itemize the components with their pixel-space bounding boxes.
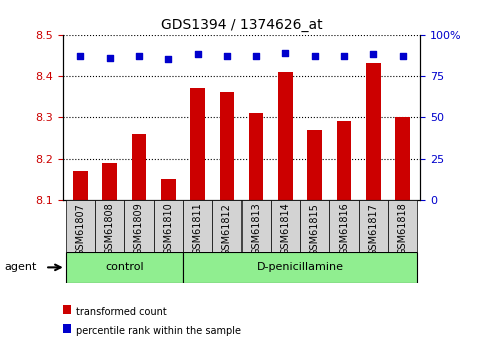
Bar bbox=[66, 200, 95, 252]
Point bbox=[76, 53, 84, 59]
Title: GDS1394 / 1374626_at: GDS1394 / 1374626_at bbox=[161, 18, 322, 32]
Text: GSM61808: GSM61808 bbox=[105, 203, 114, 255]
Point bbox=[135, 53, 143, 59]
Text: percentile rank within the sample: percentile rank within the sample bbox=[76, 326, 242, 336]
Point bbox=[106, 55, 114, 60]
Bar bbox=[329, 200, 359, 252]
Text: GSM61813: GSM61813 bbox=[251, 203, 261, 255]
Bar bbox=[307, 130, 322, 200]
Point bbox=[399, 53, 407, 59]
Bar bbox=[271, 200, 300, 252]
Bar bbox=[124, 200, 154, 252]
Point bbox=[369, 52, 377, 57]
Text: GSM61809: GSM61809 bbox=[134, 203, 144, 255]
Bar bbox=[161, 179, 176, 200]
Text: GSM61814: GSM61814 bbox=[281, 203, 290, 255]
Bar bbox=[66, 252, 183, 283]
Bar bbox=[183, 200, 212, 252]
Text: D-penicillamine: D-penicillamine bbox=[256, 263, 343, 272]
Text: GSM61812: GSM61812 bbox=[222, 203, 232, 256]
Bar bbox=[73, 171, 88, 200]
Bar bbox=[102, 163, 117, 200]
Point bbox=[223, 53, 231, 59]
Bar bbox=[388, 200, 417, 252]
Bar bbox=[220, 92, 234, 200]
Bar bbox=[154, 200, 183, 252]
Bar bbox=[190, 88, 205, 200]
Text: control: control bbox=[105, 263, 143, 272]
Point bbox=[282, 50, 289, 56]
Point bbox=[311, 53, 319, 59]
Text: GSM61807: GSM61807 bbox=[75, 203, 85, 256]
Bar bbox=[242, 200, 271, 252]
Bar bbox=[132, 134, 146, 200]
Bar bbox=[359, 200, 388, 252]
Text: GSM61810: GSM61810 bbox=[163, 203, 173, 255]
Point bbox=[252, 53, 260, 59]
Text: GSM61817: GSM61817 bbox=[369, 203, 378, 256]
Text: GSM61818: GSM61818 bbox=[398, 203, 408, 255]
Bar bbox=[395, 117, 410, 200]
Text: GSM61816: GSM61816 bbox=[339, 203, 349, 255]
Bar bbox=[337, 121, 351, 200]
Text: GSM61815: GSM61815 bbox=[310, 203, 320, 256]
Text: agent: agent bbox=[5, 263, 37, 272]
Point bbox=[340, 53, 348, 59]
Point bbox=[164, 57, 172, 62]
Bar bbox=[278, 72, 293, 200]
Point bbox=[194, 52, 201, 57]
Bar bbox=[212, 200, 242, 252]
Bar bbox=[249, 113, 263, 200]
Bar bbox=[95, 200, 124, 252]
Bar bbox=[300, 200, 329, 252]
Bar bbox=[366, 63, 381, 200]
Text: transformed count: transformed count bbox=[76, 307, 167, 317]
Text: GSM61811: GSM61811 bbox=[193, 203, 202, 255]
Bar bbox=[183, 252, 417, 283]
